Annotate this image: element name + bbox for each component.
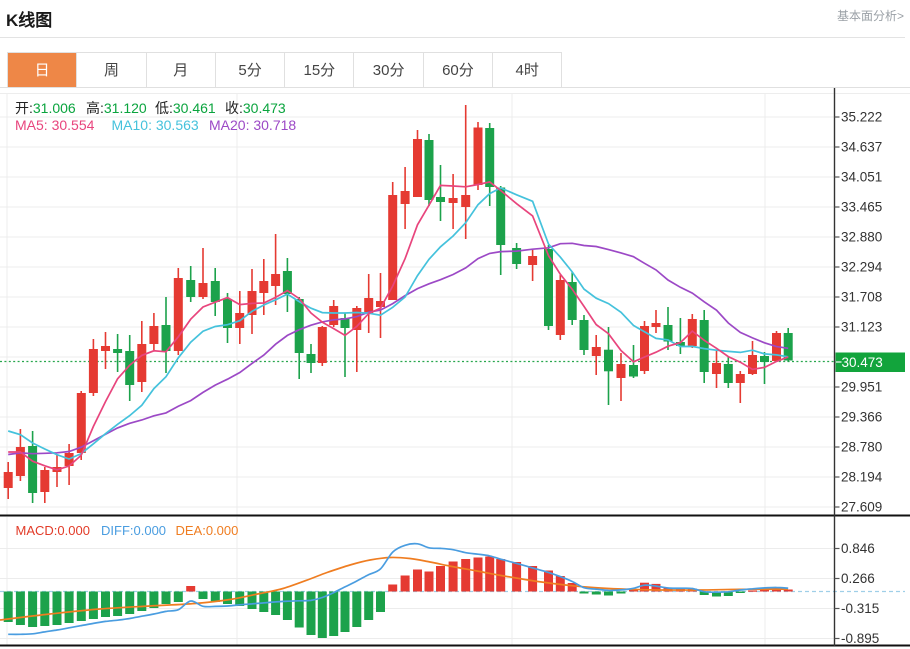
svg-text:27.609: 27.609 bbox=[841, 500, 882, 515]
svg-text:31.708: 31.708 bbox=[841, 290, 882, 305]
svg-text:33.465: 33.465 bbox=[841, 200, 882, 215]
svg-text:31.123: 31.123 bbox=[841, 320, 882, 335]
svg-text:-0.315: -0.315 bbox=[841, 601, 879, 616]
svg-text:0.846: 0.846 bbox=[841, 541, 875, 556]
svg-text:29.951: 29.951 bbox=[841, 380, 882, 395]
svg-text:29.366: 29.366 bbox=[841, 410, 882, 425]
svg-text:32.294: 32.294 bbox=[841, 260, 883, 275]
svg-text:-0.895: -0.895 bbox=[841, 631, 879, 646]
svg-text:34.051: 34.051 bbox=[841, 170, 882, 185]
svg-text:35.222: 35.222 bbox=[841, 110, 882, 125]
svg-text:30.473: 30.473 bbox=[842, 355, 883, 370]
svg-text:0.266: 0.266 bbox=[841, 571, 875, 586]
svg-text:28.194: 28.194 bbox=[841, 470, 883, 485]
svg-text:34.637: 34.637 bbox=[841, 140, 882, 155]
svg-text:32.880: 32.880 bbox=[841, 230, 882, 245]
svg-text:28.780: 28.780 bbox=[841, 440, 882, 455]
